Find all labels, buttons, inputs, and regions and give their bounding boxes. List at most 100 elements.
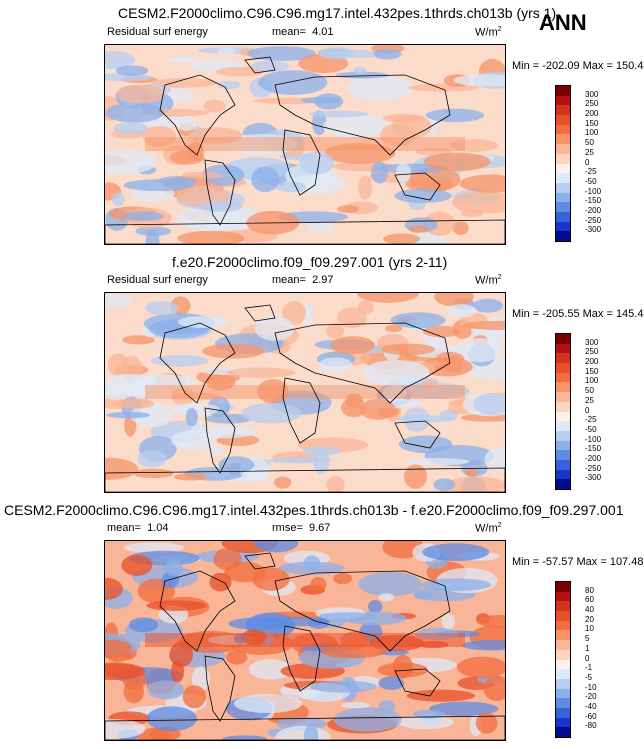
colorbar-swatch [556,124,570,135]
colorbar-tick-label: -300 [585,473,602,483]
panel3-minmax: Min = -57.57 Max = 107.48 [512,556,644,568]
colorbar-tick-label: 150 [585,118,599,128]
colorbar-tick-label: 250 [585,347,599,357]
colorbar-swatch [556,727,570,737]
colorbar-tick-label: 200 [585,357,599,367]
panel3-mean: mean= 1.04 [107,522,169,534]
colorbar-tick-label: 1 [585,643,590,653]
colorbar-tick-label: -50 [585,176,597,186]
colorbar-tick-label: 80 [585,585,594,595]
colorbar-swatch [556,649,570,660]
colorbar-swatch [556,421,570,431]
colorbar-tick-label: -20 [585,692,597,702]
colorbar-swatch [556,678,570,689]
colorbar-tick-label: 10 [585,624,594,634]
colorbar-tick-label: -150 [585,196,602,206]
panel2-stat: mean= 2.97 [272,274,334,286]
colorbar-swatch [556,601,570,612]
colorbar-tick-label: 200 [585,109,599,119]
colorbar-tick-label: -80 [585,721,597,731]
colorbar-swatch [556,221,570,232]
colorbar-tick-label: 50 [585,386,594,396]
panel2-title: f.e20.F2000climo.f09_f09.297.001 (yrs 2-… [172,254,448,270]
colorbar-swatch [556,620,570,631]
panel1-colorbar [555,85,571,242]
colorbar-tick-label: 100 [585,376,599,386]
colorbar-swatch [556,153,570,164]
colorbar-tick-label: -250 [585,215,602,225]
colorbar-swatch [556,115,570,125]
colorbar-swatch [556,86,570,96]
panel3-units: W/m2 [475,522,502,535]
season-label: ANN [539,10,587,35]
colorbar-swatch [556,95,570,106]
colorbar-swatch [556,640,570,650]
panel2-units: W/m2 [475,274,502,287]
colorbar-tick-label: 150 [585,366,599,376]
panel3-stat: rmse= 9.67 [272,522,331,534]
colorbar-tick-label: -150 [585,444,602,454]
colorbar-swatch [556,440,570,451]
panel3-colorbar [555,581,571,738]
colorbar-swatch [556,479,570,489]
colorbar-tick-label: 50 [585,138,594,148]
colorbar-swatch [556,231,570,241]
colorbar-tick-label: 0 [585,653,590,663]
colorbar-swatch [556,459,570,470]
panel1-stat: mean= 4.01 [272,26,334,38]
panel1-map [104,44,506,245]
colorbar-tick-label: -60 [585,711,597,721]
panel1-minmax: Min = -202.09 Max = 150.42 [512,60,644,72]
panel1-left-label: Residual surf energy [107,26,208,38]
colorbar-swatch [556,163,570,174]
colorbar-swatch [556,182,570,193]
panel2-map [104,292,506,493]
panel2-minmax: Min = -205.55 Max = 145.49 [512,308,644,320]
colorbar-swatch [556,669,570,679]
colorbar-tick-label: 25 [585,147,594,157]
colorbar-tick-label: 0 [585,157,590,167]
colorbar-swatch [556,144,570,154]
panel2-left-label: Residual surf energy [107,274,208,286]
colorbar-swatch [556,105,570,116]
colorbar-tick-label: -1 [585,663,593,673]
colorbar-swatch [556,173,570,183]
colorbar-swatch [556,211,570,222]
colorbar-tick-label: 25 [585,395,594,405]
colorbar-swatch [556,688,570,699]
colorbar-swatch [556,334,570,344]
colorbar-swatch [556,582,570,592]
panel2-colorbar [555,333,571,490]
colorbar-tick-label: -40 [585,701,597,711]
colorbar-tick-label: 100 [585,128,599,138]
colorbar-tick-label: 300 [585,89,599,99]
colorbar-swatch [556,430,570,441]
colorbar-swatch [556,611,570,621]
colorbar-swatch [556,469,570,480]
colorbar-swatch [556,707,570,718]
colorbar-swatch [556,192,570,203]
colorbar-tick-label: 60 [585,595,594,605]
colorbar-tick-label: -5 [585,672,593,682]
colorbar-swatch [556,411,570,422]
colorbar-swatch [556,630,570,641]
colorbar-tick-label: -200 [585,453,602,463]
colorbar-tick-label: -250 [585,463,602,473]
colorbar-swatch [556,372,570,383]
colorbar-swatch [556,450,570,460]
panel1-title: CESM2.F2000climo.C96.C96.mg17.intel.432p… [118,5,557,21]
colorbar-tick-label: -10 [585,682,597,692]
colorbar-tick-label: 40 [585,605,594,615]
colorbar-swatch [556,202,570,212]
colorbar-swatch [556,392,570,402]
colorbar-swatch [556,717,570,728]
colorbar-tick-label: -100 [585,186,602,196]
panel3-title: CESM2.F2000climo.C96.C96.mg17.intel.432p… [4,502,624,518]
colorbar-swatch [556,343,570,354]
colorbar-tick-label: -200 [585,205,602,215]
colorbar-swatch [556,591,570,602]
colorbar-swatch [556,401,570,412]
colorbar-swatch [556,659,570,670]
colorbar-tick-label: -100 [585,434,602,444]
colorbar-swatch [556,382,570,393]
